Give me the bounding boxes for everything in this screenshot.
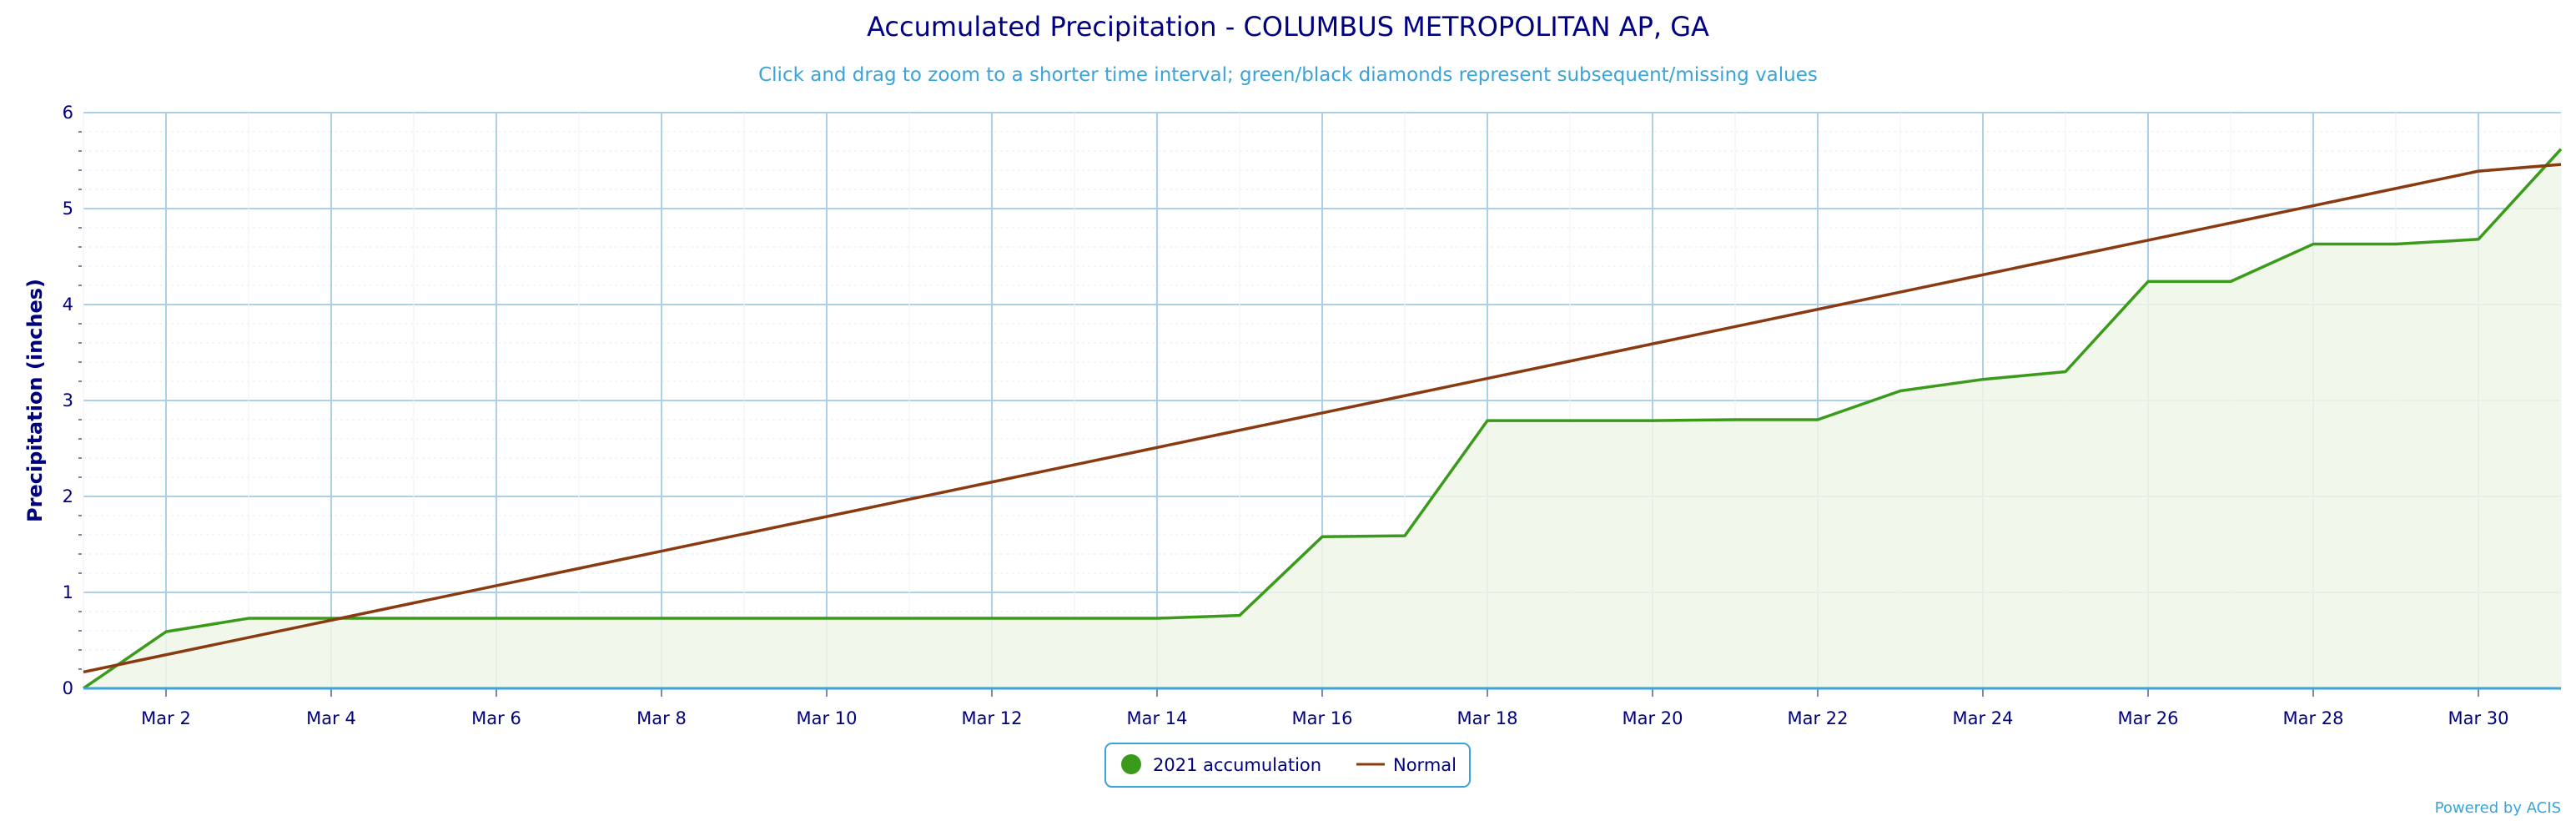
y-tick-label: 3 — [63, 390, 73, 410]
legend-label-accumulation[interactable]: 2021 accumulation — [1153, 755, 1321, 775]
legend-box — [1104, 743, 1471, 788]
legend-label-normal[interactable]: Normal — [1393, 755, 1457, 775]
x-tick-label: Mar 26 — [2117, 708, 2178, 728]
x-tick-label: Mar 10 — [796, 708, 857, 728]
accumulation-area — [83, 149, 2561, 688]
x-tick-label: Mar 30 — [2448, 708, 2508, 728]
x-tick-label: Mar 22 — [1787, 708, 1848, 728]
y-tick-label: 5 — [63, 199, 73, 219]
normal-line[interactable] — [83, 163, 2562, 674]
legend-marker-accumulation — [1121, 754, 1141, 774]
x-tick-label: Mar 16 — [1291, 708, 1352, 728]
x-tick-label: Mar 18 — [1457, 708, 1517, 728]
accumulation-line[interactable] — [83, 148, 2563, 690]
x-tick-label: Mar 2 — [141, 708, 191, 728]
x-tick-label: Mar 4 — [306, 708, 356, 728]
x-tick-label: Mar 12 — [961, 708, 1022, 728]
x-tick-label: Mar 24 — [1952, 708, 2013, 728]
x-tick-label: Mar 14 — [1126, 708, 1187, 728]
y-tick-label: 6 — [63, 103, 73, 123]
y-axis-title: Precipitation (inches) — [23, 279, 47, 522]
x-tick-label: Mar 6 — [471, 708, 521, 728]
y-tick-label: 0 — [63, 678, 73, 698]
axis-layer: 0 1 2 3 4 5 6 Mar 2 Mar 4 Mar 6 Mar 8 Mar 10 Mar 12 M… — [63, 103, 2561, 728]
x-tick-label: Mar 28 — [2282, 708, 2343, 728]
chart-title: Accumulated Precipitation - COLUMBUS MET… — [867, 11, 1709, 43]
chart-subtitle: Click and drag to zoom to a shorter time… — [758, 64, 1818, 86]
y-tick-label: 2 — [63, 486, 73, 506]
legend[interactable]: 2021 accumulation Normal — [1104, 743, 1471, 788]
series-layer — [83, 148, 2563, 690]
powered-by-credit[interactable]: Powered by ACIS — [2435, 799, 2561, 817]
y-tick-label: 4 — [63, 295, 73, 315]
y-tick-label: 1 — [63, 582, 73, 602]
x-tick-label: Mar 20 — [1622, 708, 1683, 728]
x-tick-label: Mar 8 — [636, 708, 687, 728]
